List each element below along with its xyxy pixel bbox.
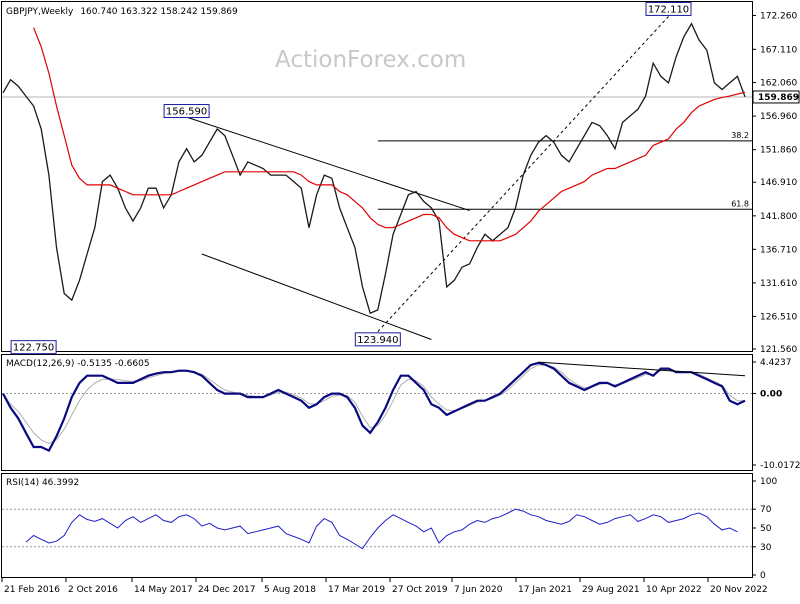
price-label-text: 156.590 xyxy=(166,107,207,118)
rsi-line xyxy=(25,508,738,550)
price-axis-label: 131.610 xyxy=(760,279,797,289)
fib-level-label: 61.8 xyxy=(731,199,749,208)
price-axis-label: 162.060 xyxy=(760,79,797,89)
ohlc-label: 160.740 163.322 158.242 159.869 xyxy=(80,7,238,17)
price-label-box xyxy=(354,332,401,347)
time-axis-label: 17 Mar 2019 xyxy=(328,585,385,595)
time-axis: 21 Feb 2016 2 Oct 2016 14 May 2017 24 Dec 2… xyxy=(1,578,768,595)
current-price-label: 159.869 xyxy=(758,93,799,103)
price-panel xyxy=(1,1,753,352)
time-axis-label: 2 Oct 2016 xyxy=(68,585,118,595)
price-label-text: 122.750 xyxy=(13,343,54,354)
rsi-label: RSI(14) 46.3992 xyxy=(6,478,79,488)
macd-axis-label: 4.4237 xyxy=(760,358,792,368)
macd-axis-label: -10.0172 xyxy=(760,461,800,471)
price-axis-label: 126.510 xyxy=(760,312,797,322)
price-series xyxy=(2,22,746,315)
rsi-axis: 100 70 50 30 0 xyxy=(752,477,777,581)
time-axis-label: 29 Aug 2021 xyxy=(582,585,640,595)
macd-series xyxy=(2,361,752,453)
price-axis-label: 141.800 xyxy=(760,212,797,222)
price-label-box xyxy=(163,104,210,119)
rsi-panel xyxy=(1,473,753,578)
time-axis-label: 20 Nov 2022 xyxy=(710,585,768,595)
price-axis-label: 151.860 xyxy=(760,146,797,156)
time-axis-label: 7 Jun 2020 xyxy=(454,585,503,595)
price-axis: 172.260 167.110 162.060 156.960 151.860 146.9… xyxy=(752,11,800,355)
price-axis-label: 121.560 xyxy=(760,345,797,355)
channel-lower-line xyxy=(201,253,432,340)
rsi-axis-label: 30 xyxy=(760,543,772,553)
price-label-text: 172.110 xyxy=(648,4,689,15)
time-axis-label: 5 Aug 2018 xyxy=(264,585,316,595)
macd-label: MACD(12,26,9) -0.5135 -0.6605 xyxy=(6,359,150,369)
price-axis-label: 156.960 xyxy=(760,112,797,122)
price-annotations: 156.590 122.750 123.940 172.110 xyxy=(10,1,692,355)
price-guide-lines: 38.2 61.8 xyxy=(2,96,752,210)
price-line xyxy=(2,22,746,315)
rsi-axis-label: 50 xyxy=(760,524,772,534)
time-axis-label: 10 Apr 2022 xyxy=(646,585,702,595)
price-label-text: 123.940 xyxy=(357,335,398,346)
rsi-axis-label: 0 xyxy=(760,571,766,581)
channel-upper-line xyxy=(186,116,470,212)
watermark: ActionForex.com xyxy=(275,47,466,73)
price-axis-label: 167.110 xyxy=(760,45,797,55)
time-axis-label: 24 Dec 2017 xyxy=(198,585,256,595)
macd-axis-label: 0.00 xyxy=(760,390,782,400)
price-trendlines xyxy=(186,16,669,340)
macd-trendline xyxy=(538,361,746,377)
macd-axis: 4.4237 0.00 -10.0172 xyxy=(752,358,800,471)
time-axis-label: 27 Oct 2019 xyxy=(392,585,448,595)
symbol-label: GBPJPY,Weekly xyxy=(6,7,74,17)
price-axis-label: 172.260 xyxy=(760,11,797,21)
current-price-box xyxy=(752,90,800,104)
price-label-box xyxy=(645,1,692,16)
time-axis-label: 21 Feb 2016 xyxy=(4,585,60,595)
time-axis-label: 14 May 2017 xyxy=(134,585,193,595)
rsi-axis-label: 70 xyxy=(760,505,772,515)
time-axis-label: 17 Jan 2021 xyxy=(518,585,572,595)
moving-average-line xyxy=(33,27,746,242)
macd-line xyxy=(2,361,746,453)
fib-level-label: 38.2 xyxy=(731,131,749,140)
rsi-series xyxy=(2,508,752,550)
macd-panel xyxy=(1,354,753,471)
price-label-box xyxy=(10,340,57,355)
rsi-axis-label: 100 xyxy=(760,477,777,487)
price-axis-label: 136.710 xyxy=(760,245,797,255)
price-axis-label: 146.910 xyxy=(760,178,797,188)
price-header: GBPJPY,Weekly 160.740 163.322 158.242 159… xyxy=(6,7,238,17)
